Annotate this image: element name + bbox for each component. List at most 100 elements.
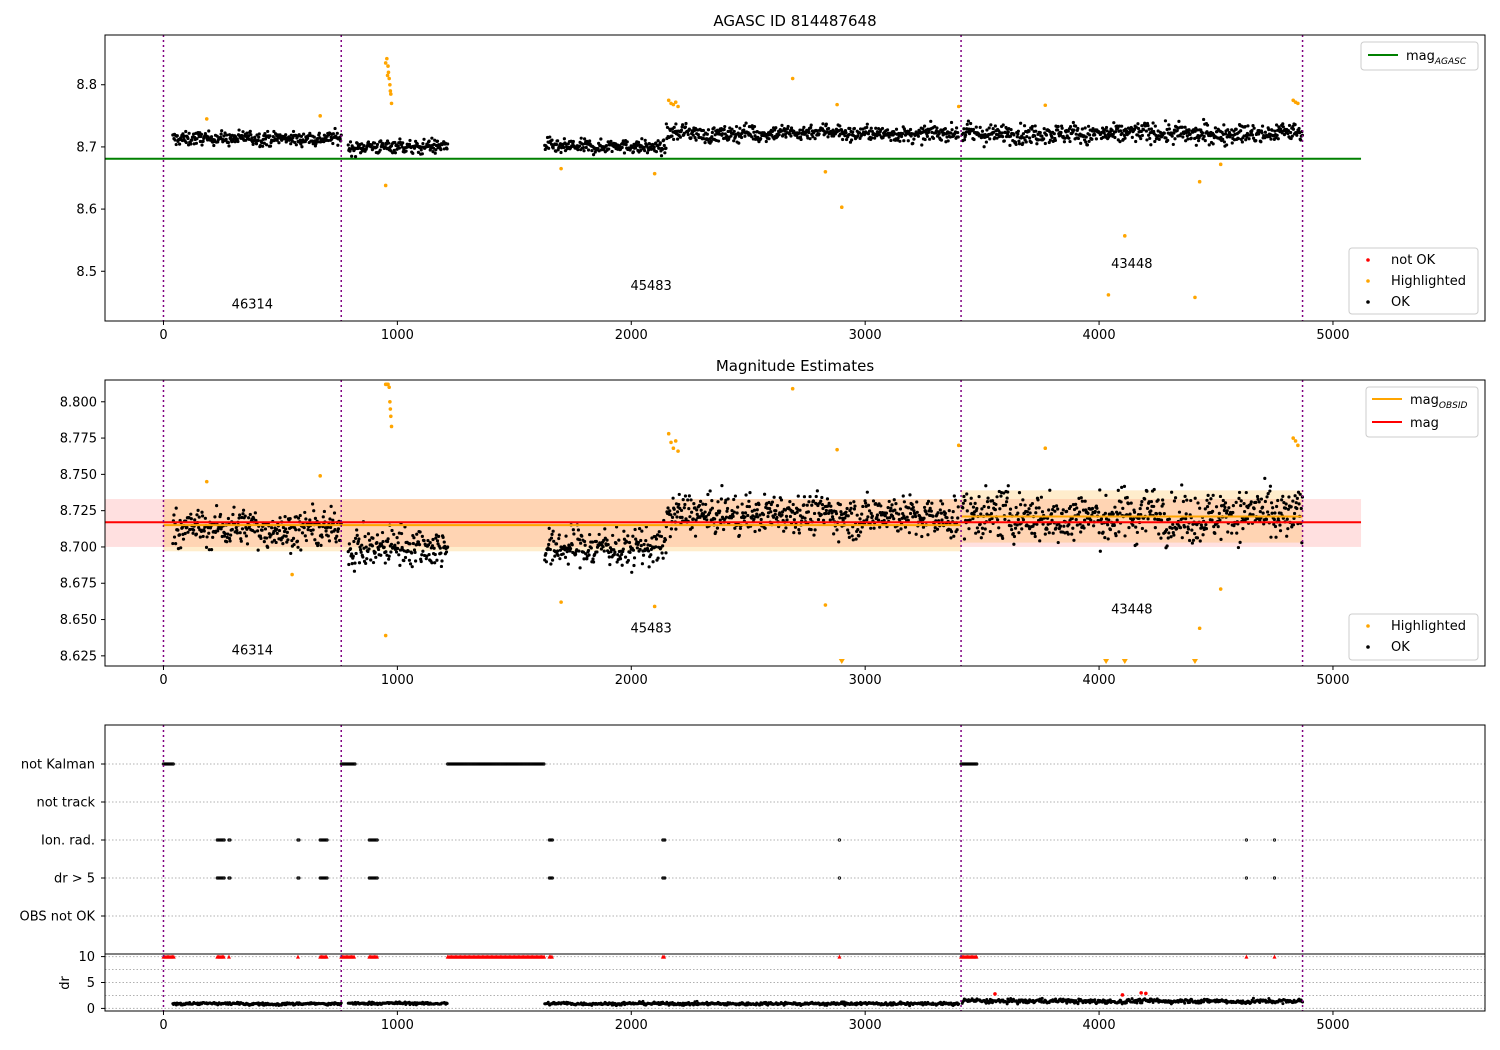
- ok-point: [1247, 137, 1251, 141]
- ok-point: [962, 494, 966, 499]
- ok-point: [266, 545, 270, 549]
- ok-point: [780, 123, 784, 127]
- ok-point: [278, 516, 282, 520]
- ok-point: [264, 536, 269, 540]
- ok-point: [286, 538, 290, 542]
- ok-point: [851, 130, 855, 134]
- ok-point: [911, 505, 915, 510]
- ok-point: [1151, 121, 1155, 125]
- ok-point: [718, 518, 722, 522]
- ok-point: [888, 509, 892, 513]
- highlighted-point: [1296, 101, 1300, 106]
- ok-point: [1227, 506, 1231, 510]
- highlighted-point: [386, 64, 390, 68]
- ok-point: [1286, 129, 1290, 133]
- ok-point: [869, 526, 873, 530]
- ok-point: [1079, 496, 1083, 500]
- ok-point: [956, 516, 960, 520]
- ok-point: [199, 529, 204, 533]
- ok-point: [1068, 139, 1072, 144]
- ok-point: [775, 515, 779, 520]
- ok-point: [547, 542, 551, 547]
- ok-point: [419, 559, 423, 564]
- ok-point: [672, 125, 676, 129]
- ok-point: [811, 499, 816, 503]
- flag-marker: [837, 838, 842, 842]
- ok-point: [1195, 536, 1200, 540]
- ok-point: [1121, 506, 1125, 510]
- ok-point: [1272, 522, 1276, 526]
- ok-point: [430, 561, 434, 565]
- ok-point: [1054, 504, 1059, 508]
- ok-point: [706, 492, 710, 497]
- ok-point: [441, 535, 445, 539]
- ok-point: [1216, 525, 1220, 529]
- ok-point: [889, 138, 893, 143]
- ok-point: [620, 145, 624, 150]
- ok-point: [384, 550, 388, 554]
- dr-point: [445, 1001, 449, 1005]
- ok-point: [965, 122, 969, 126]
- ok-point: [1161, 502, 1165, 506]
- ok-point: [439, 564, 444, 569]
- ok-point: [257, 132, 261, 136]
- ok-point: [379, 553, 383, 557]
- ok-point: [387, 141, 391, 145]
- ok-point: [943, 511, 947, 515]
- ok-point: [977, 495, 981, 499]
- ok-point: [679, 128, 684, 132]
- ok-point: [1005, 496, 1009, 500]
- ok-point: [1214, 505, 1219, 509]
- ok-point: [550, 532, 554, 536]
- ok-point: [687, 494, 691, 498]
- ok-point: [967, 527, 971, 531]
- ok-point: [683, 125, 688, 129]
- highlighted-point: [1043, 103, 1048, 108]
- ok-point: [634, 146, 638, 150]
- ok-point: [347, 562, 351, 567]
- ok-point: [253, 530, 257, 534]
- ok-point: [930, 501, 934, 505]
- ok-point: [806, 510, 810, 514]
- ok-point: [1094, 137, 1099, 141]
- ok-point: [701, 128, 706, 133]
- ok-point: [709, 139, 713, 143]
- ok-point: [321, 515, 325, 519]
- ok-point: [355, 141, 359, 145]
- flag-marker: [542, 762, 546, 766]
- ok-point: [1170, 134, 1174, 138]
- ok-point: [908, 127, 913, 132]
- ok-point: [626, 558, 630, 563]
- flag-marker: [228, 838, 232, 842]
- ok-point: [219, 132, 223, 136]
- ok-point: [705, 132, 709, 136]
- highlighted-point: [559, 600, 563, 604]
- ok-point: [355, 533, 359, 537]
- ok-point: [1239, 499, 1243, 503]
- ok-point: [408, 562, 413, 566]
- dr-tick-label: 5: [87, 976, 95, 991]
- flag-marker: [297, 876, 301, 880]
- ok-point: [874, 126, 878, 130]
- ok-point: [1152, 487, 1156, 492]
- ok-point: [662, 138, 666, 142]
- ok-point: [176, 528, 180, 532]
- ok-point: [1246, 124, 1250, 128]
- ok-point: [851, 538, 855, 542]
- ok-point: [1059, 130, 1063, 135]
- ok-point: [226, 140, 231, 145]
- ok-point: [807, 130, 811, 135]
- ok-point: [1104, 125, 1109, 130]
- ok-point: [254, 142, 259, 146]
- ok-point: [1118, 129, 1123, 133]
- ok-point: [641, 553, 646, 557]
- ok-point: [375, 541, 379, 545]
- ok-point: [599, 148, 604, 152]
- ok-point: [578, 566, 582, 570]
- ok-point: [1290, 134, 1294, 138]
- ok-point: [549, 536, 554, 540]
- ok-point: [699, 508, 703, 512]
- ok-point: [767, 137, 771, 141]
- ok-point: [568, 546, 573, 551]
